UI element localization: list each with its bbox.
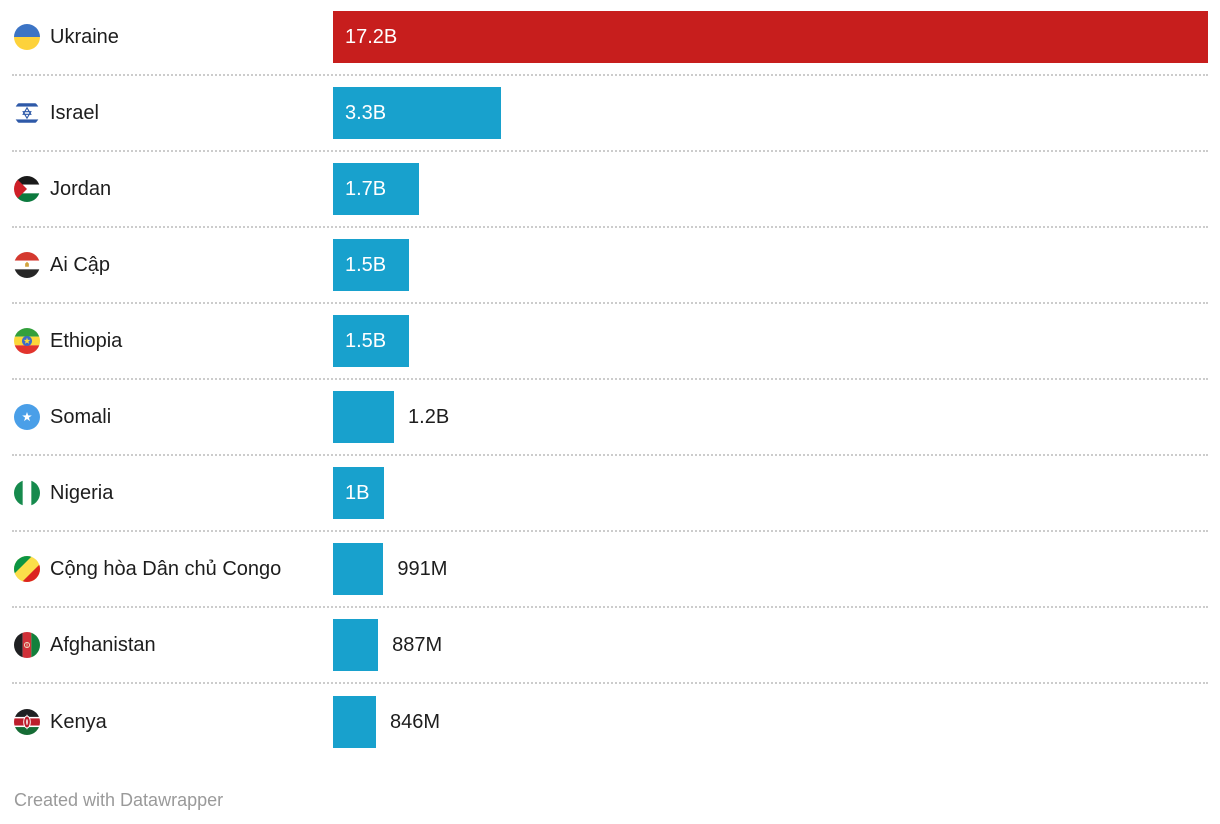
ukraine-flag-icon (14, 24, 40, 50)
value-bar (333, 619, 379, 671)
bar-area: 3.3B (333, 76, 1208, 150)
bar-area: 887M (333, 608, 1208, 682)
row-label-column: Jordan (12, 176, 333, 202)
congo-flag-icon (14, 556, 40, 582)
value-label: 1.5B (345, 329, 387, 352)
value-bar: 1.7B (333, 163, 420, 215)
country-label: Israel (50, 101, 99, 124)
country-label: Nigeria (50, 481, 114, 504)
row-label-column: Kenya (12, 709, 333, 735)
country-label: Ai Cập (50, 253, 111, 276)
egypt-flag-icon (14, 252, 40, 278)
ethiopia-flag-icon (14, 328, 40, 354)
value-label: 887M (392, 633, 443, 656)
value-label: 1.2B (408, 405, 450, 428)
value-bar: 1.5B (333, 239, 410, 291)
value-bar: 1B (333, 467, 384, 519)
chart-row: Afghanistan 887M (12, 608, 1208, 684)
country-label: Ukraine (50, 25, 119, 48)
value-label: 1B (345, 481, 370, 504)
chart-row: Ai Cập 1.5B (12, 228, 1208, 304)
bar-area: 17.2B (333, 0, 1208, 74)
chart-row: Kenya 846M (12, 684, 1208, 760)
row-label-column: Ai Cập (12, 252, 333, 278)
jordan-flag-icon (14, 176, 40, 202)
afghanistan-flag-icon (14, 632, 40, 658)
chart-row: Jordan 1.7B (12, 152, 1208, 228)
somalia-flag-icon (14, 404, 40, 430)
value-bar: 3.3B (333, 87, 501, 139)
row-label-column: Somali (12, 404, 333, 430)
row-label-column: Ukraine (12, 24, 333, 50)
nigeria-flag-icon (14, 480, 40, 506)
value-label: 1.7B (345, 177, 387, 200)
row-label-column: Cộng hòa Dân chủ Congo (12, 556, 333, 582)
value-bar (333, 391, 395, 443)
value-label: 991M (397, 557, 448, 580)
chart-row: Cộng hòa Dân chủ Congo 991M (12, 532, 1208, 608)
country-label: Kenya (50, 710, 107, 733)
chart-row: Somali 1.2B (12, 380, 1208, 456)
kenya-flag-icon (14, 709, 40, 735)
chart-row: Ethiopia 1.5B (12, 304, 1208, 380)
bar-area: 1B (333, 456, 1208, 530)
bar-area: 1.2B (333, 380, 1208, 454)
bar-area: 991M (333, 532, 1208, 606)
chart-row: Nigeria 1B (12, 456, 1208, 532)
country-label: Somali (50, 405, 112, 428)
datawrapper-credit-link[interactable]: Created with Datawrapper (14, 790, 224, 810)
value-bar (333, 696, 377, 748)
row-label-column: Ethiopia (12, 328, 333, 354)
bar-area: 1.5B (333, 304, 1208, 378)
country-label: Ethiopia (50, 329, 123, 352)
country-label: Jordan (50, 177, 112, 200)
value-bar: 17.2B (333, 11, 1208, 63)
row-label-column: Israel (12, 100, 333, 126)
bar-area: 1.7B (333, 152, 1208, 226)
value-label: 1.5B (345, 253, 387, 276)
chart-row: Israel 3.3B (12, 76, 1208, 152)
value-label: 3.3B (345, 101, 387, 124)
bar-area: 846M (333, 684, 1208, 760)
country-label: Cộng hòa Dân chủ Congo (50, 557, 282, 580)
chart-rows: Ukraine 17.2B Israel 3.3B Jordan 1.7B (12, 0, 1208, 760)
bar-area: 1.5B (333, 228, 1208, 302)
country-label: Afghanistan (50, 633, 156, 656)
value-label: 846M (390, 710, 441, 733)
israel-flag-icon (14, 100, 40, 126)
row-label-column: Afghanistan (12, 632, 333, 658)
value-bar: 1.5B (333, 315, 410, 367)
value-label: 17.2B (345, 25, 398, 48)
value-bar (333, 543, 384, 595)
chart-row: Ukraine 17.2B (12, 0, 1208, 76)
row-label-column: Nigeria (12, 480, 333, 506)
